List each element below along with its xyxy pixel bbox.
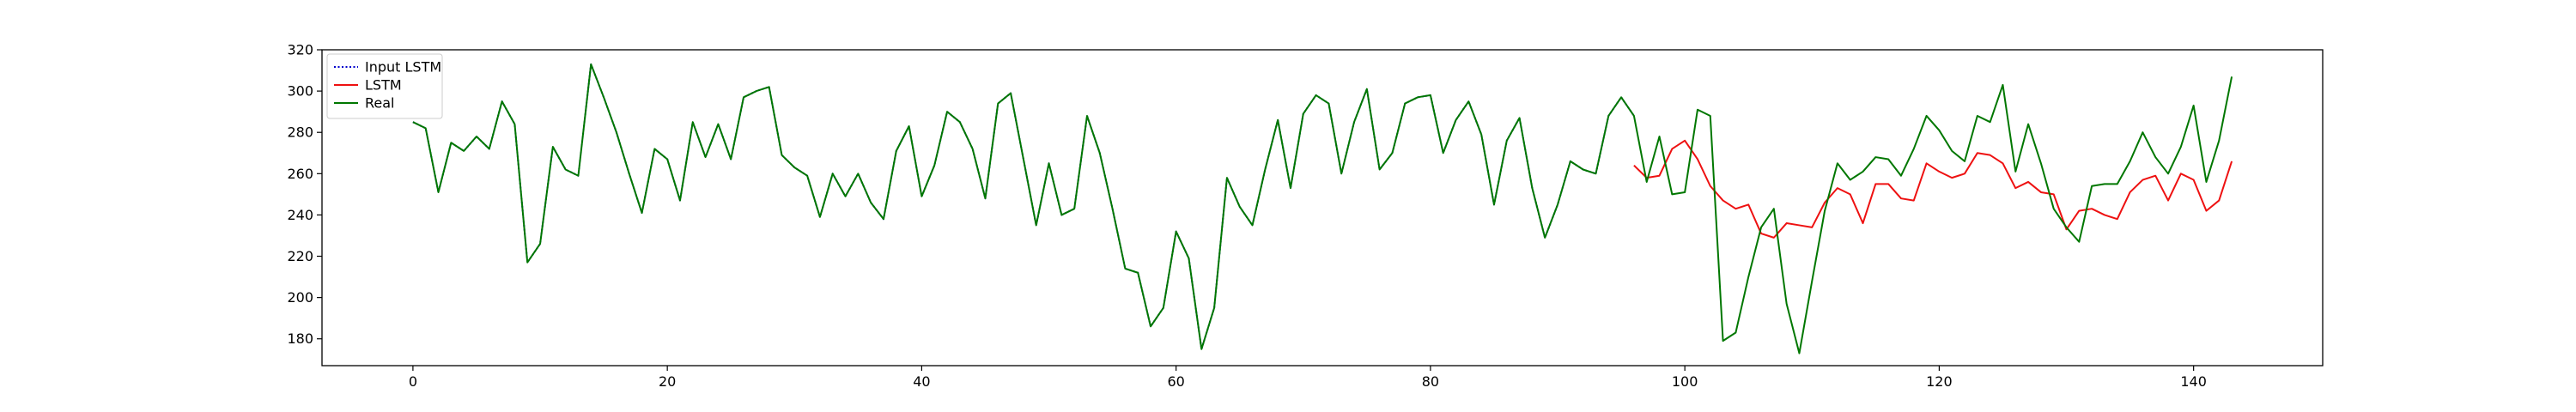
legend-label-real: Real [365,95,395,112]
x-tick-label-100: 100 [1672,373,1698,390]
y-tick-label-320: 320 [287,42,313,58]
y-tick-label-240: 240 [287,207,313,223]
y-axis: 180 200 220 240 260 280 300 320 [287,42,322,347]
y-tick-label-260: 260 [287,166,313,182]
x-tick-label-60: 60 [1167,373,1184,390]
legend-label-lstm: LSTM [365,77,402,94]
x-tick-label-80: 80 [1422,373,1439,390]
plot-area [322,50,2323,366]
series-layer [412,63,2233,354]
y-tick-label-300: 300 [287,83,313,100]
x-tick-label-20: 20 [659,373,676,390]
x-tick-label-140: 140 [2180,373,2207,390]
plot-frame [321,49,2324,367]
series-line-real [412,63,2233,354]
y-tick-label-200: 200 [287,289,313,306]
series-real [412,63,2233,354]
series-lstm [1633,139,2233,239]
x-axis: 0 20 40 60 80 100 120 140 [409,366,2207,390]
y-tick-label-280: 280 [287,124,313,141]
legend-label-input-lstm: Input LSTM [365,59,441,76]
y-tick-label-220: 220 [287,248,313,264]
x-tick-label-120: 120 [1926,373,1953,390]
x-tick-label-0: 0 [409,373,417,390]
y-tick-label-180: 180 [287,330,313,347]
x-tick-label-40: 40 [913,373,930,390]
series-line-lstm [1633,139,2233,239]
